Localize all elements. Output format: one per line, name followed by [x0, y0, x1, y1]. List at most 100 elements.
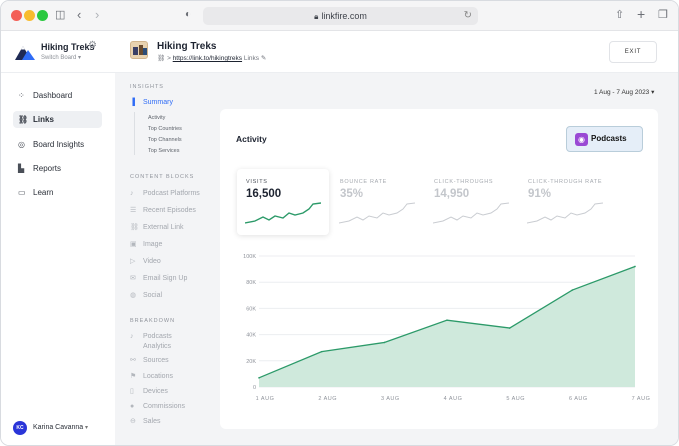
device-icon: ▯ — [130, 388, 134, 395]
sidebar-item-dashboard[interactable]: ⁘ Dashboard — [13, 87, 102, 104]
secondary-nav-image[interactable]: ▣ Image — [130, 240, 162, 250]
data-point — [320, 350, 323, 353]
gear-icon[interactable]: ⚙ — [88, 40, 97, 51]
stat-card-bounce-rate[interactable]: BOUNCE RATE 35% — [331, 169, 423, 235]
sidebar-item-learn[interactable]: ▭ Learn — [13, 184, 102, 201]
edit-pencil-icon[interactable]: ✎ — [260, 55, 267, 62]
y-tick-label: 100K — [243, 254, 256, 260]
secondary-nav-podcast-platforms[interactable]: ♪ Podcast Platforms — [130, 189, 200, 199]
app-header: Hiking Treks ⚙ Switch Board ▾ Hiking Tre… — [1, 31, 678, 73]
list-icon: ☰ — [130, 207, 137, 214]
minimize-window-button[interactable] — [24, 10, 35, 21]
sidebar-item-label: Links — [33, 115, 54, 124]
stat-card-click-throughs[interactable]: CLICK-THROUGHS 14,950 — [425, 169, 517, 235]
book-icon: ▭ — [18, 188, 26, 197]
secondary-nav-external-link[interactable]: ⛓ External Link — [130, 223, 183, 233]
basket-icon: ⊖ — [130, 418, 136, 425]
sidebar-toggle-icon[interactable]: ◫ — [55, 9, 66, 21]
secondary-nav-devices[interactable]: ▯ Devices — [130, 387, 168, 397]
project-link-url[interactable]: https://link.to/hikingtreks — [172, 55, 243, 62]
secondary-nav-label: Social — [143, 292, 163, 299]
y-tick-label: 80K — [246, 280, 256, 286]
stat-card-click-through-rate[interactable]: CLICK-THROUGH RATE 91% — [519, 169, 611, 235]
address-bar-url: linkfire.com — [321, 11, 367, 21]
address-bar[interactable]: 🔒︎ linkfire.com ↻ — [203, 7, 478, 25]
secondary-nav-label: Devices — [143, 388, 168, 395]
secondary-nav-summary[interactable]: ▐ Summary — [130, 98, 173, 108]
back-icon[interactable]: ‹ — [77, 7, 82, 22]
sparkline — [245, 202, 321, 224]
shield-icon[interactable]: ◐ — [185, 9, 192, 20]
y-tick-label: 60K — [246, 306, 256, 312]
area-fill — [259, 266, 635, 387]
stat-card-visits[interactable]: VISITS 16,500 — [237, 169, 329, 235]
workspace-name[interactable]: Hiking Treks — [41, 42, 95, 52]
secondary-nav-label: Sales — [143, 418, 161, 425]
x-tick-label: 7 AUG — [632, 396, 651, 402]
sidebar-item-links[interactable]: ⛓ Links — [13, 111, 102, 128]
sparkline — [527, 202, 603, 224]
secondary-nav-video[interactable]: ▷ Video — [130, 257, 161, 267]
avatar[interactable]: KC — [13, 421, 27, 435]
switch-board-link[interactable]: Switch Board ▾ — [41, 54, 81, 61]
data-point — [634, 265, 636, 268]
lock-icon: 🔒︎ — [314, 12, 319, 21]
activity-area-chart: 0 20K 40K 60K 80K 100K 1 AUG 2 AUG 3 AUG 4 AUG 5 A… — [243, 254, 651, 402]
reload-icon[interactable]: ↻ — [463, 10, 472, 21]
breakdown-heading: BREAKDOWN — [130, 318, 176, 324]
project-link-suffix: Links — [243, 55, 260, 62]
sidebar-item-board-insights[interactable]: ◎ Board Insights — [13, 136, 102, 153]
x-tick-label: 1 AUG — [256, 396, 275, 402]
stat-label: CLICK-THROUGH RATE — [528, 179, 603, 185]
stat-value: 16,500 — [246, 188, 282, 200]
stat-label: CLICK-THROUGHS — [434, 179, 494, 185]
tabs-overview-icon[interactable]: ❐ — [658, 9, 668, 21]
secondary-nav-label: Email Sign Up — [143, 275, 188, 282]
date-range-picker[interactable]: 1 Aug - 7 Aug 2023 ▾ — [594, 88, 654, 96]
bar-chart-icon: ▙ — [18, 164, 25, 173]
sub-nav-top-countries[interactable]: Top Countries — [148, 126, 182, 132]
data-point — [508, 327, 511, 329]
x-tick-label: 6 AUG — [569, 396, 588, 402]
sidebar-item-reports[interactable]: ▙ Reports — [13, 160, 102, 177]
y-tick-label: 20K — [246, 359, 256, 365]
link-icon: ⛓ — [157, 55, 166, 62]
secondary-nav-email-sign-up[interactable]: ✉ Email Sign Up — [130, 274, 187, 284]
chevron-down-icon[interactable]: ▾ — [85, 425, 89, 431]
new-tab-icon[interactable]: + — [637, 6, 646, 22]
sub-nav-top-services[interactable]: Top Services — [148, 148, 180, 154]
podcasts-filter-button[interactable]: ◉ Podcasts — [566, 126, 643, 152]
switch-board-label: Switch Board — [41, 55, 77, 61]
image-icon: ▣ — [130, 241, 137, 248]
secondary-nav-sales[interactable]: ⊖ Sales — [130, 417, 161, 427]
close-window-button[interactable] — [11, 10, 22, 21]
secondary-nav-recent-episodes[interactable]: ☰ Recent Episodes — [130, 206, 196, 216]
sidebar-item-label: Learn — [33, 188, 54, 197]
project-thumbnail — [130, 41, 148, 59]
data-point — [446, 319, 448, 321]
x-tick-label: 3 AUG — [381, 396, 400, 402]
secondary-nav-commissions[interactable]: ● Commissions — [130, 402, 185, 412]
chevron-down-icon: ▾ — [78, 55, 82, 61]
share-icon[interactable]: ⇧ — [615, 9, 625, 21]
video-icon: ▷ — [130, 258, 136, 265]
insights-heading: INSIGHTS — [130, 84, 164, 90]
secondary-nav-label: Image — [143, 241, 163, 248]
x-tick-label: 4 AUG — [444, 396, 463, 402]
exit-button[interactable]: EXIT — [609, 41, 657, 63]
data-point — [571, 289, 574, 291]
sub-nav-activity[interactable]: Activity — [148, 115, 166, 121]
secondary-nav-sources[interactable]: ⚯ Sources — [130, 356, 169, 366]
user-name[interactable]: Karina Cavanna — [33, 424, 84, 431]
activity-title: Activity — [236, 134, 267, 144]
microphone-icon: ♪ — [130, 190, 134, 197]
project-title: Hiking Treks — [157, 41, 217, 52]
link-icon: ⛓ — [130, 224, 139, 231]
secondary-nav-social[interactable]: ◍ Social — [130, 291, 162, 301]
secondary-nav-podcasts-analytics[interactable]: ♪ Podcasts Analytics — [130, 332, 172, 352]
maximize-window-button[interactable] — [37, 10, 48, 21]
sub-nav-top-channels[interactable]: Top Channels — [148, 137, 182, 143]
secondary-nav-locations[interactable]: ⚑ Locations — [130, 372, 173, 382]
secondary-nav-label: Sources — [143, 357, 169, 364]
forward-icon[interactable]: › — [95, 7, 100, 22]
